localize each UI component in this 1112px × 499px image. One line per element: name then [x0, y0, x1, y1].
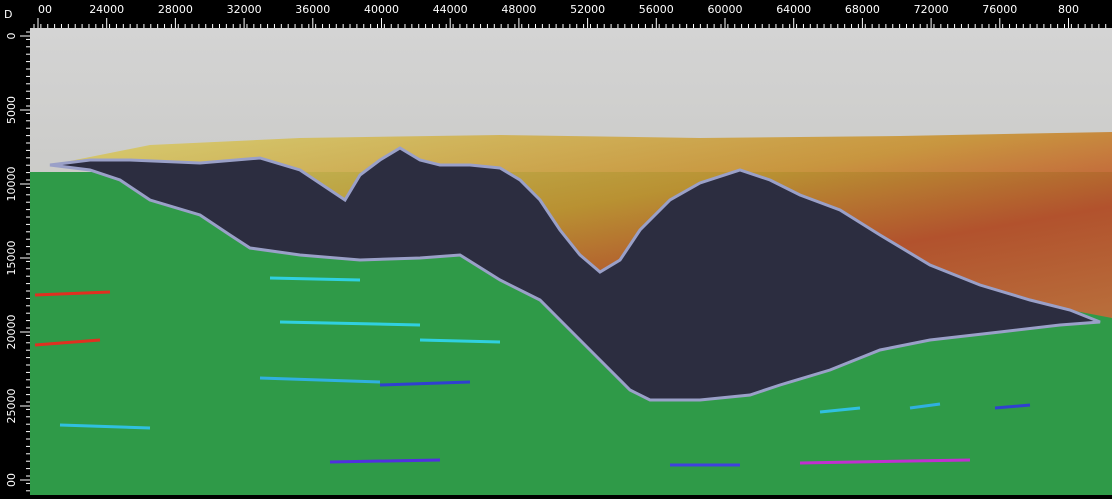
pick — [270, 278, 360, 280]
corner-label: D — [4, 8, 12, 21]
top-ruler-label: 56000 — [639, 3, 674, 16]
top-ruler-label: 44000 — [433, 3, 468, 16]
top-ruler-label: 24000 — [89, 3, 124, 16]
top-ruler-label: 48000 — [501, 3, 536, 16]
left-ruler-label: 0 — [5, 33, 18, 40]
left-ruler-label: 25000 — [5, 389, 18, 424]
left-ruler-label: 10000 — [5, 167, 18, 202]
top-ruler-label: 32000 — [227, 3, 262, 16]
top-ruler-label: 76000 — [982, 3, 1017, 16]
top-ruler-label: 40000 — [364, 3, 399, 16]
top-ruler-label: 00 — [38, 3, 52, 16]
left-ruler-label: 00 — [5, 473, 18, 487]
top-ruler-label: 68000 — [845, 3, 880, 16]
top-ruler-label: 800 — [1058, 3, 1079, 16]
left-ruler-label: 15000 — [5, 241, 18, 276]
top-ruler-label: 36000 — [295, 3, 330, 16]
top-ruler-label: 52000 — [570, 3, 605, 16]
left-ruler-label: 20000 — [5, 315, 18, 350]
seismic-view: D 00 24000 28000 32000 36000 40000 44000 48000 5… — [0, 0, 1112, 495]
left-ruler-label: 5000 — [5, 96, 18, 124]
pick — [330, 460, 440, 462]
top-ruler-label: 72000 — [914, 3, 949, 16]
top-ruler-label: 64000 — [776, 3, 811, 16]
top-ruler-label: 28000 — [158, 3, 193, 16]
top-ruler-label: 60000 — [708, 3, 743, 16]
page: D 00 24000 28000 32000 36000 40000 44000 48000 5… — [0, 0, 1112, 495]
pick — [420, 340, 500, 342]
